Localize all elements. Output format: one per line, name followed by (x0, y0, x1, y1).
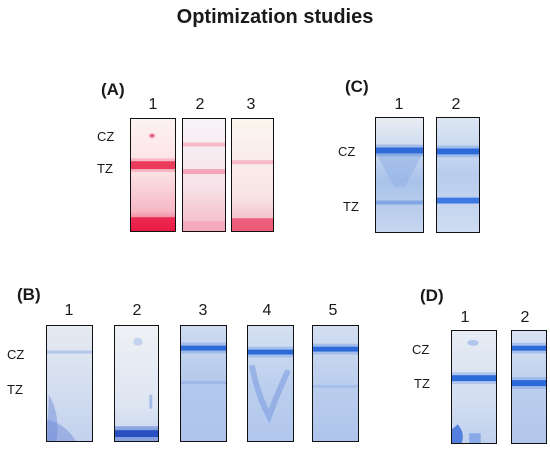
panel-d-lane-1-number: 1 (460, 309, 470, 326)
panel-a-strip-3 (231, 118, 274, 232)
panel-a-lane-2-number: 2 (195, 96, 205, 113)
panel-d-label: (D) (420, 286, 444, 305)
panel-b-label: (B) (17, 285, 41, 304)
panel-a-tz-label: TZ (97, 161, 113, 176)
panel-d-lane-2-number: 2 (520, 309, 530, 326)
panel-a-lane-3-number: 3 (246, 96, 256, 113)
panel-c-cz-label: CZ (338, 144, 356, 159)
panel-c-tz-label: TZ (343, 199, 359, 214)
panel-b-strip-4 (247, 325, 294, 442)
panel-b-lane-1-number: 1 (64, 302, 74, 319)
panel-b-lane-5-number: 5 (328, 302, 338, 319)
panel-b-tz-label: TZ (7, 382, 23, 397)
figure-title: Optimization studies (176, 6, 374, 28)
panel-d-strip-2 (511, 330, 547, 444)
panel-c-lane-2-number: 2 (451, 96, 461, 113)
panel-b-lane-4-number: 4 (262, 302, 272, 319)
panel-c-strip-1 (375, 117, 424, 233)
panel-d-strip-1 (451, 330, 497, 444)
panel-a-lane-1-number: 1 (148, 96, 158, 113)
panel-b-strip-2 (114, 325, 159, 442)
panel-d-cz-label: CZ (412, 342, 430, 357)
panel-d-tz-label: TZ (414, 376, 430, 391)
panel-a-strip-2 (182, 118, 226, 232)
panel-a-cz-label: CZ (97, 129, 115, 144)
panel-c-lane-1-number: 1 (394, 96, 404, 113)
panel-a-label: (A) (101, 80, 125, 99)
panel-b-strip-3 (180, 325, 227, 442)
panel-b-lane-2-number: 2 (132, 302, 142, 319)
panel-b-strip-5 (312, 325, 359, 442)
panel-a-strip-1 (130, 118, 176, 232)
panel-b-strip-1 (46, 325, 93, 442)
panel-c-label: (C) (345, 77, 369, 96)
panel-b-lane-3-number: 3 (198, 302, 208, 319)
panel-c-strip-2 (436, 117, 480, 233)
panel-b-cz-label: CZ (7, 347, 25, 362)
